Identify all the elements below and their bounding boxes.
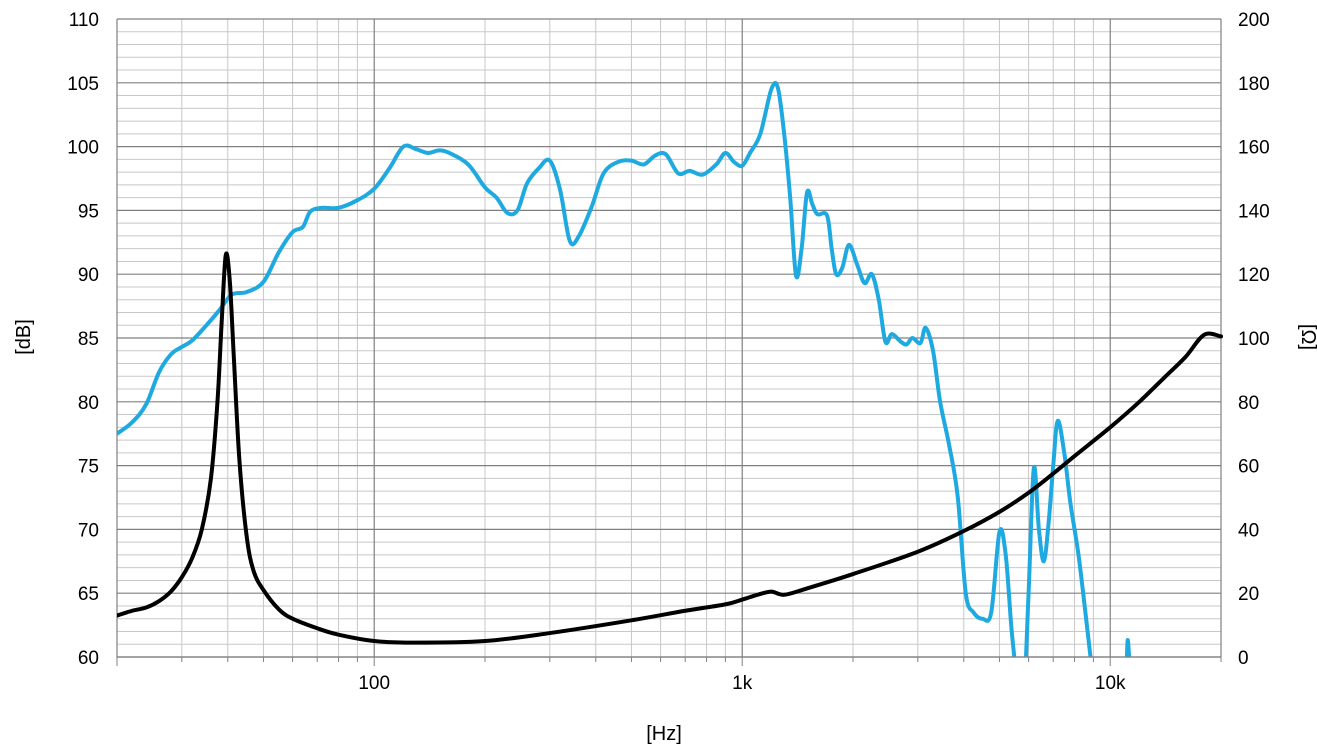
x-tick-label: 10k: [1095, 673, 1126, 694]
y-right-tick-label: 60: [1238, 457, 1259, 478]
minor-grid: [117, 19, 1221, 657]
y-right-tick-label: 120: [1238, 265, 1270, 286]
spl-curve-1: [1124, 638, 1132, 657]
impedance-curve-2: [117, 251, 1223, 645]
x-axis-title: [Hz]: [646, 723, 682, 745]
y-left-tick-label: 70: [78, 520, 99, 541]
y-right-tick-label: 140: [1238, 201, 1270, 222]
tick-layer: 100 1k 10k 60 65 70 75 80 85 90 95 100 105 110 0 20 40 60…: [67, 10, 1269, 694]
y-right-tick-label: 0: [1238, 648, 1249, 669]
y-left-tick-label: 75: [78, 457, 99, 478]
y-right-tick-label: 100: [1238, 329, 1270, 350]
y-right-tick-label: 80: [1238, 393, 1259, 414]
y-right-tick-label: 180: [1238, 74, 1270, 95]
series-layer: [117, 80, 1223, 657]
y-left-tick-label: 60: [78, 648, 99, 669]
x-tick-label: 1k: [732, 673, 753, 694]
y-left-tick-label: 105: [67, 74, 99, 95]
y-left-tick-label: 65: [78, 584, 99, 605]
y-right-tick-label: 160: [1238, 138, 1270, 159]
y-right-tick-label: 20: [1238, 584, 1259, 605]
y-right-tick-label: 40: [1238, 520, 1259, 541]
x-tick-label: 100: [358, 673, 390, 694]
y-left-tick-label: 90: [78, 265, 99, 286]
y-right-tick-label: 200: [1238, 10, 1270, 31]
y-axis-left-title: [dB]: [13, 319, 35, 355]
spl-curve-0: [117, 80, 1093, 657]
major-grid: [116, 18, 1222, 658]
y-left-tick-label: 95: [78, 201, 99, 222]
y-left-tick-label: 110: [69, 10, 99, 31]
y-left-tick-label: 80: [78, 393, 99, 414]
y-axis-right-title: [Ω]: [1297, 324, 1317, 350]
y-left-tick-label: 85: [78, 329, 99, 350]
y-left-tick-label: 100: [67, 138, 99, 159]
